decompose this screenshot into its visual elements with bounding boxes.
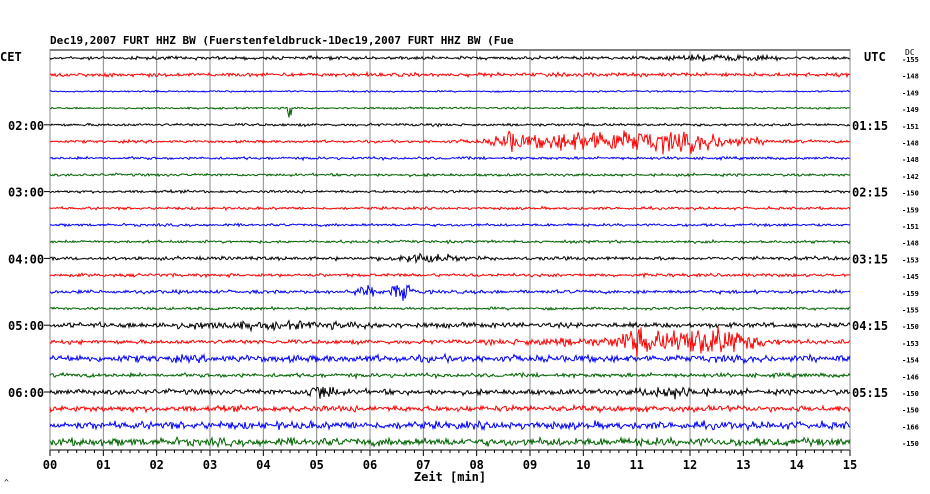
left-hour-label: 05:00 <box>8 319 44 333</box>
seismic-trace <box>49 283 851 301</box>
seismic-trace <box>49 252 851 265</box>
dc-offset-label: -153 <box>902 340 919 348</box>
dc-offset-label: -148 <box>902 240 919 248</box>
left-hour-label: 04:00 <box>8 252 44 266</box>
seismic-trace <box>49 130 851 155</box>
dc-offset-label: -148 <box>902 73 919 81</box>
dc-offset-label: -159 <box>902 290 919 298</box>
seismic-trace <box>50 155 851 162</box>
seismic-trace <box>49 272 851 279</box>
dc-offset-label: -159 <box>902 206 919 214</box>
x-tick-label: 05 <box>309 458 323 472</box>
seismic-trace <box>49 371 851 380</box>
seismic-trace <box>49 419 851 432</box>
chart-title: Dec19,2007 FURT HHZ BW (Fuerstenfeldbruc… <box>50 34 514 47</box>
dc-offset-label: -146 <box>902 373 919 381</box>
seismic-trace <box>49 326 851 357</box>
seismic-trace <box>49 386 851 400</box>
dc-label: DC <box>905 48 915 57</box>
dc-offset-label: -145 <box>902 273 919 281</box>
seismic-trace <box>49 305 850 312</box>
dc-offset-label: -150 <box>902 323 919 331</box>
dc-offset-label: -153 <box>902 256 919 264</box>
seismic-trace <box>49 106 851 118</box>
right-hour-label: 01:15 <box>852 119 888 133</box>
dc-offset-label: -151 <box>902 123 919 131</box>
dc-offset-label: -150 <box>902 390 919 398</box>
x-tick-label: 10 <box>576 458 590 472</box>
seismic-trace <box>49 222 851 228</box>
x-tick-label: 04 <box>256 458 270 472</box>
dc-offset-label: -150 <box>902 190 919 198</box>
x-tick-label: 13 <box>736 458 750 472</box>
seismic-trace <box>49 188 851 195</box>
seismic-trace <box>49 53 851 62</box>
dc-offset-label: -149 <box>902 106 919 114</box>
seismic-trace <box>49 352 851 365</box>
x-tick-label: 14 <box>789 458 803 472</box>
x-tick-label: 08 <box>469 458 483 472</box>
dc-offset-label: -142 <box>902 173 919 181</box>
seismic-trace <box>49 435 851 449</box>
dc-offset-label: -166 <box>902 423 919 431</box>
dc-offset-label: -154 <box>902 357 919 365</box>
left-hour-label: 02:00 <box>8 119 44 133</box>
x-tick-label: 00 <box>43 458 57 472</box>
seismic-trace <box>49 238 851 245</box>
right-hour-label: 03:15 <box>852 252 888 266</box>
seismic-trace <box>49 319 851 333</box>
dc-offset-label: -155 <box>902 56 919 64</box>
x-tick-label: 11 <box>629 458 643 472</box>
dc-offset-label: -148 <box>902 140 919 148</box>
x-tick-label: 07 <box>416 458 430 472</box>
corner-mark: ^ <box>4 478 9 487</box>
right-hour-label: 05:15 <box>852 386 888 400</box>
seismic-trace <box>49 205 851 212</box>
seismic-trace <box>49 122 851 128</box>
right-timezone-label: UTC <box>864 50 886 64</box>
x-tick-label: 12 <box>683 458 697 472</box>
x-tick-label: 02 <box>149 458 163 472</box>
right-hour-label: 02:15 <box>852 186 888 200</box>
left-timezone-label: CET <box>0 50 22 64</box>
x-tick-label: 09 <box>523 458 537 472</box>
dc-offset-label: -148 <box>902 156 919 164</box>
right-hour-label: 04:15 <box>852 319 888 333</box>
x-tick-label: 03 <box>203 458 217 472</box>
dc-offset-label: -155 <box>902 307 919 315</box>
seismic-trace <box>49 403 851 414</box>
seismic-trace <box>49 172 851 178</box>
left-hour-label: 06:00 <box>8 386 44 400</box>
seismic-trace <box>49 89 851 94</box>
left-hour-label: 03:00 <box>8 186 44 200</box>
dc-offset-label: -151 <box>902 223 919 231</box>
x-axis-label: Zeit [min] <box>414 470 486 484</box>
dc-offset-label: -150 <box>902 440 919 448</box>
x-tick-label: 01 <box>96 458 110 472</box>
seismic-trace <box>49 70 851 79</box>
x-tick-label: 15 <box>843 458 857 472</box>
dc-offset-label: -149 <box>902 89 919 97</box>
x-tick-label: 06 <box>363 458 377 472</box>
dc-offset-label: -150 <box>902 407 919 415</box>
